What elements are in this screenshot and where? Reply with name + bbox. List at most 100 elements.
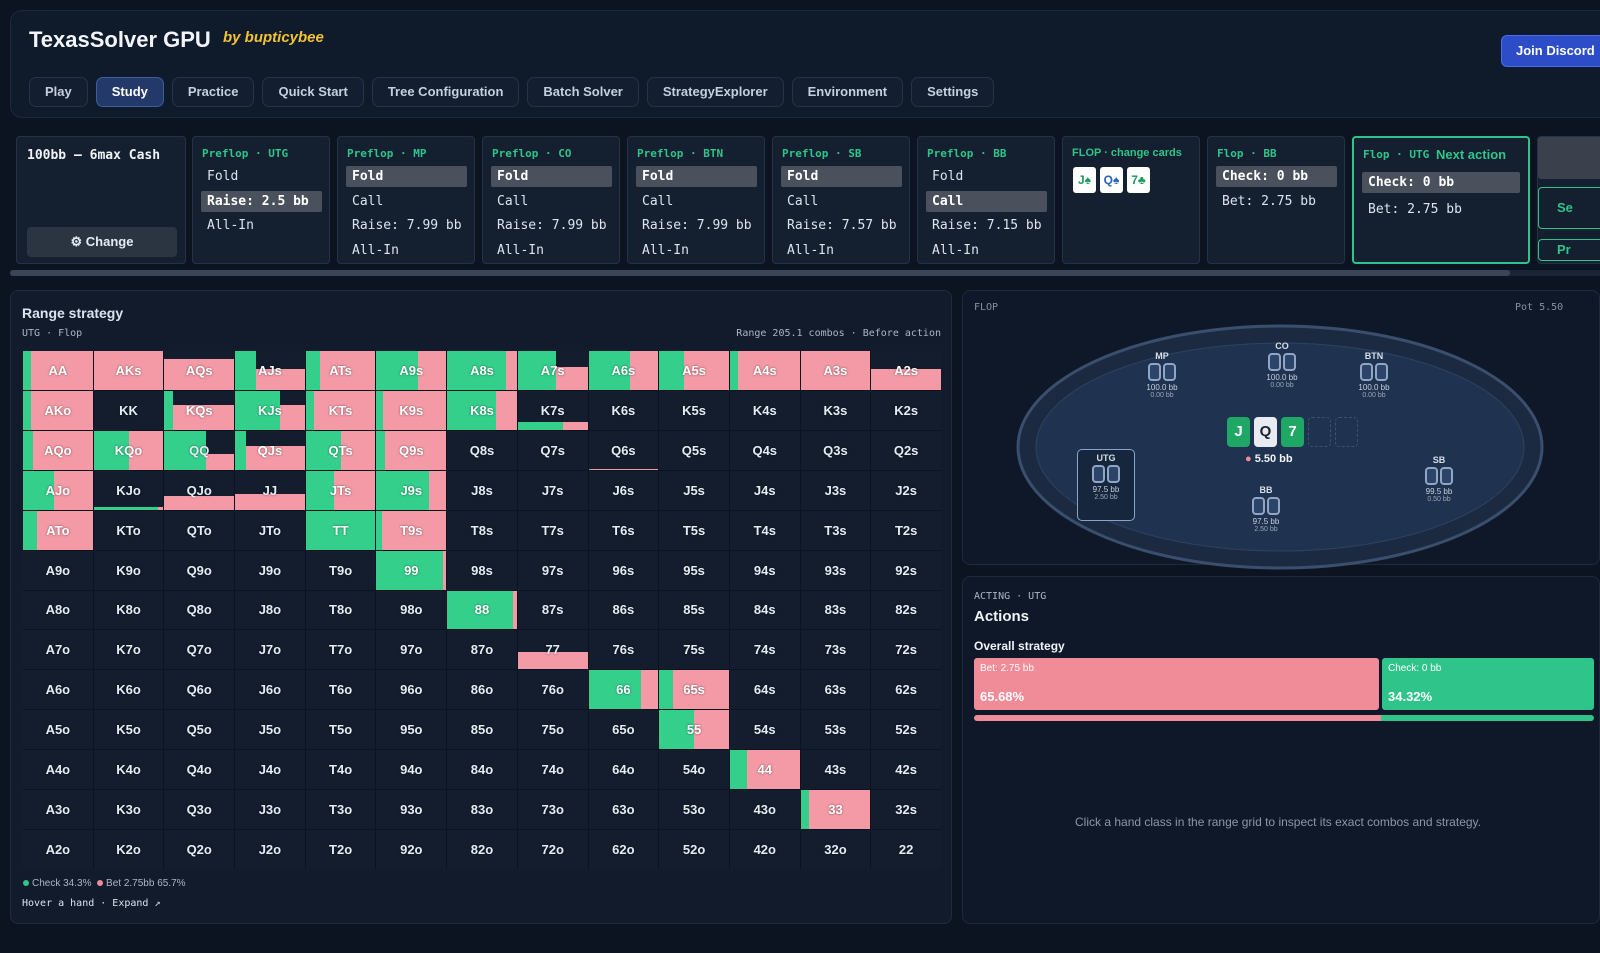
range-cell[interactable]: J4o bbox=[235, 750, 305, 790]
range-cell[interactable]: 74s bbox=[729, 630, 800, 670]
range-cell[interactable]: A8o bbox=[23, 590, 93, 630]
tab-settings[interactable]: Settings bbox=[911, 77, 995, 107]
check-action-bar[interactable]: Check: 0 bb 34.32% bbox=[1382, 658, 1594, 710]
range-cell[interactable]: KTo bbox=[93, 510, 164, 550]
range-cell[interactable]: 85o bbox=[447, 710, 517, 750]
range-cell[interactable]: JJ bbox=[235, 470, 305, 510]
range-cell[interactable]: 32s bbox=[871, 790, 941, 830]
range-cell[interactable]: 42o bbox=[729, 830, 800, 869]
range-cell[interactable]: K3o bbox=[93, 790, 164, 830]
range-cell[interactable]: K2o bbox=[93, 830, 164, 869]
range-cell[interactable]: 94o bbox=[376, 750, 447, 790]
action-option[interactable]: Raise: 7.99 bb bbox=[642, 218, 752, 233]
range-cell[interactable]: 87s bbox=[517, 590, 588, 630]
range-cell[interactable]: J3o bbox=[235, 790, 305, 830]
range-cell[interactable]: 43s bbox=[800, 750, 871, 790]
range-cell[interactable]: Q2o bbox=[164, 830, 235, 869]
range-cell[interactable]: 95o bbox=[376, 710, 447, 750]
action-option[interactable]: Bet: 2.75 bb bbox=[1368, 202, 1462, 217]
range-cell[interactable]: 82s bbox=[871, 590, 941, 630]
strip-scrollbar[interactable] bbox=[10, 270, 1600, 276]
tab-quick-start[interactable]: Quick Start bbox=[262, 77, 364, 107]
range-cell[interactable]: 74o bbox=[517, 750, 588, 790]
action-option[interactable]: Raise: 2.5 bb bbox=[201, 190, 322, 212]
tab-tree-configuration[interactable]: Tree Configuration bbox=[371, 77, 520, 107]
flop-card[interactable]: Q♠ bbox=[1100, 167, 1123, 193]
seat-bb[interactable]: BB 97.5 bb 2.50 bb bbox=[1237, 485, 1295, 533]
range-cell[interactable]: 86o bbox=[447, 670, 517, 710]
range-cell[interactable]: 97o bbox=[376, 630, 447, 670]
range-cell[interactable]: 72o bbox=[517, 830, 588, 869]
range-cell[interactable]: 86s bbox=[588, 590, 659, 630]
action-option[interactable]: Fold bbox=[932, 169, 964, 184]
range-cell[interactable]: QJo bbox=[164, 470, 235, 510]
range-cell[interactable]: 22 bbox=[871, 830, 941, 869]
range-cell[interactable]: 65s bbox=[659, 670, 729, 710]
range-cell[interactable]: 54o bbox=[659, 750, 729, 790]
range-cell[interactable]: J4s bbox=[729, 470, 800, 510]
range-cell[interactable]: 97s bbox=[517, 550, 588, 590]
range-cell[interactable]: 75o bbox=[517, 710, 588, 750]
tab-environment[interactable]: Environment bbox=[791, 77, 904, 107]
range-cell[interactable]: 98o bbox=[376, 590, 447, 630]
range-cell[interactable]: 76o bbox=[517, 670, 588, 710]
range-cell[interactable]: A3s bbox=[800, 351, 871, 390]
range-cell[interactable]: J6s bbox=[588, 470, 659, 510]
range-cell[interactable]: AQo bbox=[23, 430, 93, 470]
action-option[interactable]: All-In bbox=[642, 242, 689, 258]
seat-btn[interactable]: BTN 100.0 bb 0.00 bb bbox=[1345, 351, 1403, 399]
range-cell[interactable]: A7o bbox=[23, 630, 93, 670]
range-cell[interactable]: K9o bbox=[93, 550, 164, 590]
range-cell[interactable]: 53s bbox=[800, 710, 871, 750]
range-cell[interactable]: J8s bbox=[447, 470, 517, 510]
range-cell[interactable]: Q8s bbox=[447, 430, 517, 470]
range-cell[interactable]: 42s bbox=[871, 750, 941, 790]
action-option[interactable]: All-In bbox=[497, 242, 544, 258]
range-cell[interactable]: K5s bbox=[659, 390, 729, 430]
action-option[interactable]: All-In bbox=[932, 242, 979, 258]
range-cell[interactable]: Q7o bbox=[164, 630, 235, 670]
range-cell[interactable]: Q7s bbox=[517, 430, 588, 470]
range-cell[interactable]: AKo bbox=[23, 390, 93, 430]
action-option[interactable]: Raise: 7.15 bb bbox=[932, 218, 1042, 233]
action-option[interactable]: Check: 0 bb bbox=[1362, 172, 1520, 193]
range-cell[interactable]: QQ bbox=[164, 430, 235, 470]
action-option[interactable]: Call bbox=[352, 193, 384, 209]
partial-button[interactable]: Se bbox=[1538, 187, 1600, 229]
action-option[interactable]: Call bbox=[642, 193, 674, 209]
range-cell[interactable]: A4o bbox=[23, 750, 93, 790]
range-cell[interactable]: 44 bbox=[729, 750, 800, 790]
range-cell[interactable]: A5o bbox=[23, 710, 93, 750]
range-cell[interactable]: 64s bbox=[729, 670, 800, 710]
action-option[interactable]: Raise: 7.99 bb bbox=[497, 218, 607, 233]
range-cell[interactable]: 63o bbox=[588, 790, 659, 830]
range-cell[interactable]: J2s bbox=[871, 470, 941, 510]
range-cell[interactable]: 55 bbox=[659, 710, 729, 750]
range-cell[interactable]: 96s bbox=[588, 550, 659, 590]
action-option[interactable]: Raise: 7.99 bb bbox=[352, 218, 462, 233]
range-cell[interactable]: Q9o bbox=[164, 550, 235, 590]
range-cell[interactable]: Q3s bbox=[800, 430, 871, 470]
range-cell[interactable]: A8s bbox=[447, 351, 517, 390]
action-option[interactable]: Bet: 2.75 bb bbox=[1222, 193, 1316, 209]
range-cell[interactable]: 32o bbox=[800, 830, 871, 869]
range-cell[interactable]: A7s bbox=[517, 351, 588, 390]
join-discord-button[interactable]: Join Discord bbox=[1501, 35, 1600, 67]
range-cell[interactable]: 85s bbox=[659, 590, 729, 630]
range-cell[interactable]: J6o bbox=[235, 670, 305, 710]
range-cell[interactable]: 43o bbox=[729, 790, 800, 830]
range-cell[interactable]: 93s bbox=[800, 550, 871, 590]
range-cell[interactable]: T2o bbox=[305, 830, 376, 869]
range-cell[interactable]: K9s bbox=[376, 390, 447, 430]
range-cell[interactable]: T8s bbox=[447, 510, 517, 550]
range-cell[interactable]: A9o bbox=[23, 550, 93, 590]
tab-study[interactable]: Study bbox=[95, 77, 164, 107]
range-cell[interactable]: 63s bbox=[800, 670, 871, 710]
seat-utg[interactable]: UTG 97.5 bb 2.50 bb bbox=[1077, 449, 1135, 521]
range-cell[interactable]: K5o bbox=[93, 710, 164, 750]
range-cell[interactable]: K6o bbox=[93, 670, 164, 710]
range-cell[interactable]: A3o bbox=[23, 790, 93, 830]
action-option[interactable]: Call bbox=[787, 193, 819, 209]
action-option[interactable]: All-In bbox=[352, 242, 399, 258]
range-cell[interactable]: Q8o bbox=[164, 590, 235, 630]
